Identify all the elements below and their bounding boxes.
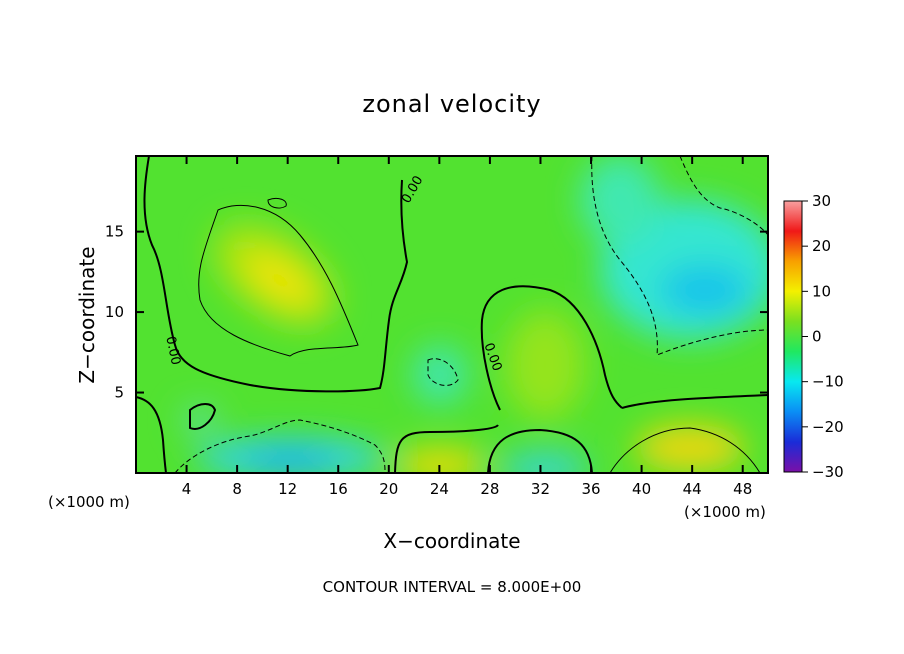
colorbar-tick-label: 10 (812, 282, 831, 300)
blob-negative-upper-right-core (660, 265, 750, 315)
contour-zero-right (621, 394, 768, 409)
blob-positive-bottom-right (635, 424, 745, 472)
colorbar-tick-label: −10 (812, 373, 844, 391)
contour-negative-top-right (591, 156, 768, 356)
contour-zero-left (143, 156, 409, 393)
x-tick-label: 40 (632, 480, 651, 498)
x-axis-ticks: 4 8 12 16 20 24 28 32 36 40 44 48 (182, 156, 752, 498)
heatmap-field (136, 156, 768, 473)
contour-zero-center (480, 285, 623, 411)
y-tick-label: 10 (105, 303, 124, 321)
blob-positive-center (505, 310, 585, 420)
contours (136, 156, 768, 473)
blob-negative-bottom-right (500, 454, 590, 473)
y-tick-label: 5 (114, 384, 124, 402)
x-tick-label: 36 (581, 480, 600, 498)
x-unit-right: (×1000 m) (684, 503, 766, 521)
x-tick-label: 4 (182, 480, 192, 498)
colorbar-tick-label: 20 (812, 237, 831, 255)
colorbar-bar (784, 201, 802, 472)
colorbar-tick-label: 0 (812, 328, 822, 346)
contour-label: 0.00 (162, 335, 183, 366)
colorbar-tick-label: −20 (812, 418, 844, 436)
colorbar-tick-label: 30 (812, 192, 831, 210)
contour-zero-small-left (189, 403, 217, 430)
x-tick-label: 48 (733, 480, 752, 498)
x-tick-label: 12 (278, 480, 297, 498)
x-unit-left: (×1000 m) (48, 493, 130, 511)
chart-title: zonal velocity (362, 90, 541, 118)
plot-frame (135, 155, 769, 474)
colorbar-tick-label: −30 (812, 463, 844, 481)
y-axis-title: Z−coordinate (75, 246, 99, 383)
contour-negative-bottom-left (174, 419, 386, 473)
y-tick-label: 15 (105, 223, 124, 241)
contour-zero-lower-mid (394, 424, 499, 473)
x-tick-label: 28 (480, 480, 499, 498)
x-tick-label: 32 (531, 480, 550, 498)
contour-negative-center (427, 358, 459, 386)
blob-negative-small-left (182, 406, 218, 434)
blob-negative-bottom-left-core (245, 450, 335, 473)
x-tick-label: 16 (329, 480, 348, 498)
contour-positive-bottom-right (609, 427, 761, 473)
x-tick-label: 44 (683, 480, 702, 498)
y-axis-ticks: 5 10 15 (105, 223, 768, 402)
x-axis-title: X−coordinate (383, 529, 520, 553)
x-tick-label: 8 (232, 480, 242, 498)
x-tick-label: 20 (379, 480, 398, 498)
blob-negative-center (412, 345, 468, 405)
x-tick-label: 24 (430, 480, 449, 498)
colorbar-ticks: 30 20 10 0 −10 −20 −30 (802, 192, 844, 481)
contour-interval-note: CONTOUR INTERVAL = 8.000E+00 (323, 578, 582, 596)
contour-positive-small-top (267, 197, 287, 209)
contour-negative-top-right-2 (679, 156, 768, 236)
contour-positive-upper-left (198, 204, 359, 357)
contour-zero-lower-right (487, 428, 593, 473)
blob-positive-upper-left-core (245, 252, 315, 308)
contour-zero-bottom-left (136, 396, 167, 473)
blob-positive-bottom-center (395, 449, 485, 473)
